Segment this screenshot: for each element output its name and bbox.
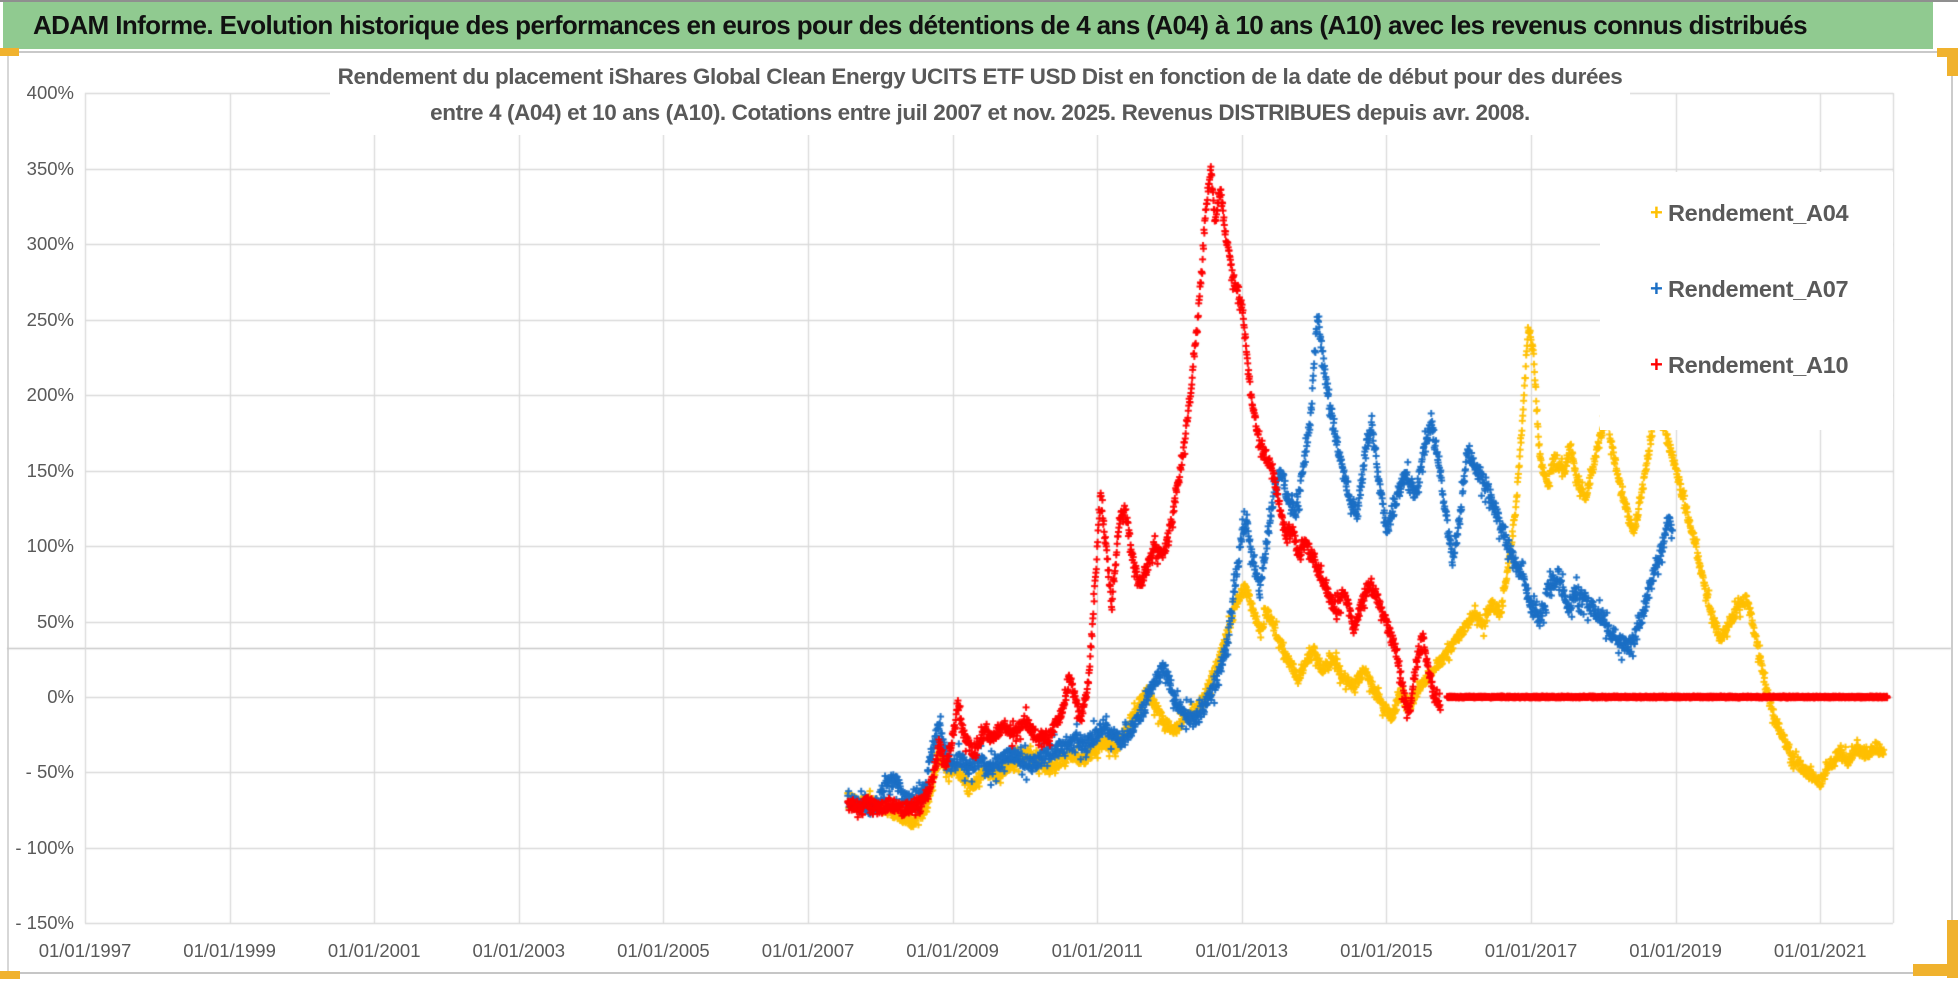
x-axis-tick-label: 01/01/2009 bbox=[906, 940, 999, 961]
x-axis-tick-label: 01/01/1997 bbox=[38, 940, 132, 961]
x-axis-tick-label: 01/01/2003 bbox=[472, 940, 566, 961]
y-axis-tick-label: 350% bbox=[26, 157, 74, 179]
plus-marker-icon: + bbox=[1650, 352, 1663, 377]
x-axis-tick-label: 01/01/2015 bbox=[1340, 940, 1433, 961]
legend-item-a07[interactable]: + Rendement_A07 bbox=[1650, 272, 1849, 306]
x-axis-tick-label: 01/01/2007 bbox=[761, 940, 855, 961]
x-axis-tick-label: 01/01/2021 bbox=[1773, 940, 1867, 961]
y-axis-tick-label: - 50% bbox=[25, 761, 74, 783]
chart-title-line1: Rendement du placement iShares Global Cl… bbox=[337, 64, 1623, 89]
y-axis-tick-label: 50% bbox=[36, 610, 74, 632]
y-axis-tick-label: 150% bbox=[26, 459, 74, 481]
x-axis-tick-label: 01/01/2001 bbox=[327, 940, 421, 961]
x-axis-tick-label: 01/01/2005 bbox=[617, 940, 710, 961]
x-axis-tick-label: 01/01/2017 bbox=[1484, 940, 1578, 961]
legend-item-a04[interactable]: + Rendement_A04 bbox=[1650, 196, 1849, 230]
x-axis-tick-label: 01/01/2011 bbox=[1051, 940, 1143, 961]
x-axis-tick-label: 01/01/2013 bbox=[1195, 940, 1289, 961]
y-axis-tick-label: - 100% bbox=[15, 836, 74, 858]
chart-title: Rendement du placement iShares Global Cl… bbox=[330, 57, 1630, 135]
legend-item-label: Rendement_A04 bbox=[1668, 199, 1849, 226]
chart-title-line2: entre 4 (A04) et 10 ans (A10). Cotations… bbox=[430, 100, 1530, 125]
x-axis-tick-label: 01/01/2019 bbox=[1629, 940, 1722, 961]
y-axis-tick-label: 300% bbox=[26, 233, 74, 255]
y-axis-tick-label: 250% bbox=[26, 308, 74, 330]
plus-marker-icon: + bbox=[1650, 200, 1663, 225]
plus-marker-icon: + bbox=[1650, 276, 1663, 301]
y-axis-tick-label: 200% bbox=[26, 384, 74, 406]
legend-item-a10[interactable]: + Rendement_A10 bbox=[1650, 348, 1849, 382]
legend-item-label: Rendement_A07 bbox=[1668, 275, 1849, 302]
legend-item-label: Rendement_A10 bbox=[1668, 351, 1849, 378]
y-axis-tick-label: - 150% bbox=[15, 912, 74, 934]
y-axis-tick-label: 400% bbox=[26, 82, 74, 104]
x-axis-tick-label: 01/01/1999 bbox=[183, 940, 276, 961]
y-axis-tick-label: 100% bbox=[26, 535, 74, 557]
y-axis-tick-label: 0% bbox=[47, 686, 74, 707]
chart-legend[interactable]: + Rendement_A04 + Rendement_A07 + Rendem… bbox=[1600, 172, 1893, 430]
